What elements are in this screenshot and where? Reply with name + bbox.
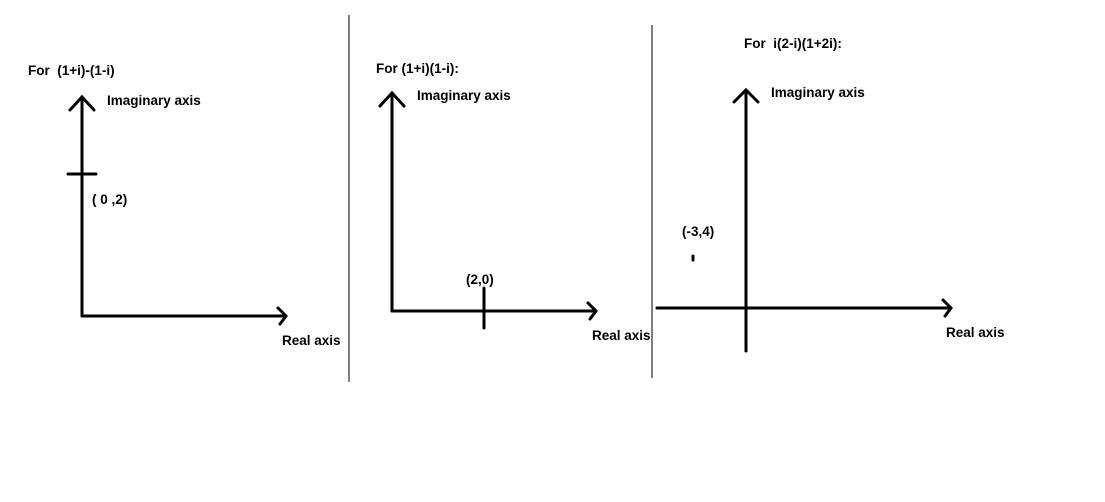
arrow-right-icon (941, 298, 953, 318)
arrow-right-icon (276, 306, 288, 326)
panel-1: For (1+i)-(1-i) Imaginary axis ( 0 ,2) R… (28, 63, 341, 348)
real-axis-label: Real axis (592, 328, 651, 343)
point-label: ( 0 ,2) (92, 192, 127, 207)
panel-1-title: For (1+i)-(1-i) (28, 63, 115, 78)
real-axis-label: Real axis (282, 333, 341, 348)
imaginary-axis-label: Imaginary axis (107, 93, 201, 108)
point-label: (2,0) (466, 272, 494, 287)
arrow-right-icon (586, 301, 598, 321)
panel-3-title: For i(2-i)(1+2i): (744, 36, 842, 51)
arrow-up-icon (68, 94, 96, 112)
arrow-up-icon (732, 87, 760, 104)
arrow-up-icon (378, 90, 406, 108)
imaginary-axis-label: Imaginary axis (771, 85, 865, 100)
real-axis-label: Real axis (946, 325, 1005, 340)
imaginary-axis-label: Imaginary axis (417, 88, 511, 103)
panel-2: For (1+i)(1-i): Imaginary axis (2,0) Rea… (376, 61, 651, 343)
panel-2-title: For (1+i)(1-i): (376, 61, 459, 76)
panel-3: For i(2-i)(1+2i): Imaginary axis (-3,4) … (655, 36, 1005, 353)
point-label: (-3,4) (682, 224, 714, 239)
